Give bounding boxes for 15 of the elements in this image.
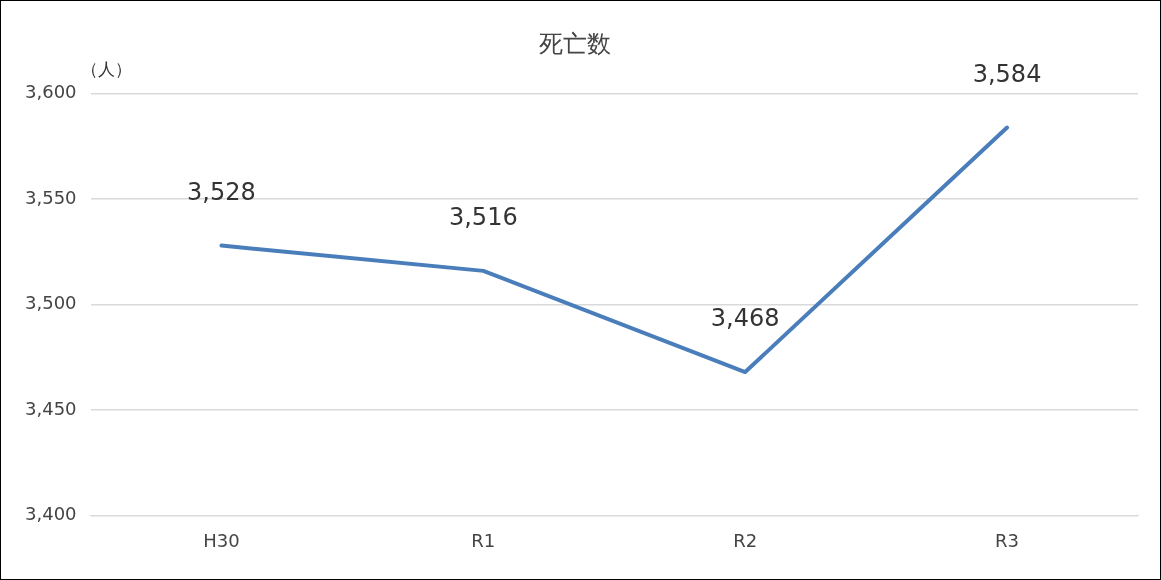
y-tick-label: 3,550 [25, 186, 77, 208]
y-tick-label: 3,400 [25, 503, 77, 525]
chart-title: 死亡数 [538, 29, 611, 58]
x-tick-label: R1 [471, 529, 496, 551]
data-label: 3,528 [187, 177, 256, 206]
y-tick-label: 3,500 [25, 292, 77, 314]
y-tick-label: 3,600 [25, 81, 77, 103]
y-tick-label: 3,450 [25, 397, 77, 419]
y-axis-title: （人） [80, 59, 132, 80]
x-tick-label: H30 [203, 529, 240, 551]
x-tick-label: R2 [733, 529, 758, 551]
data-label: 3,516 [448, 203, 518, 232]
data-label: 3,584 [972, 59, 1042, 88]
x-tick-label: R3 [995, 529, 1020, 551]
data-label: 3,468 [710, 304, 780, 333]
